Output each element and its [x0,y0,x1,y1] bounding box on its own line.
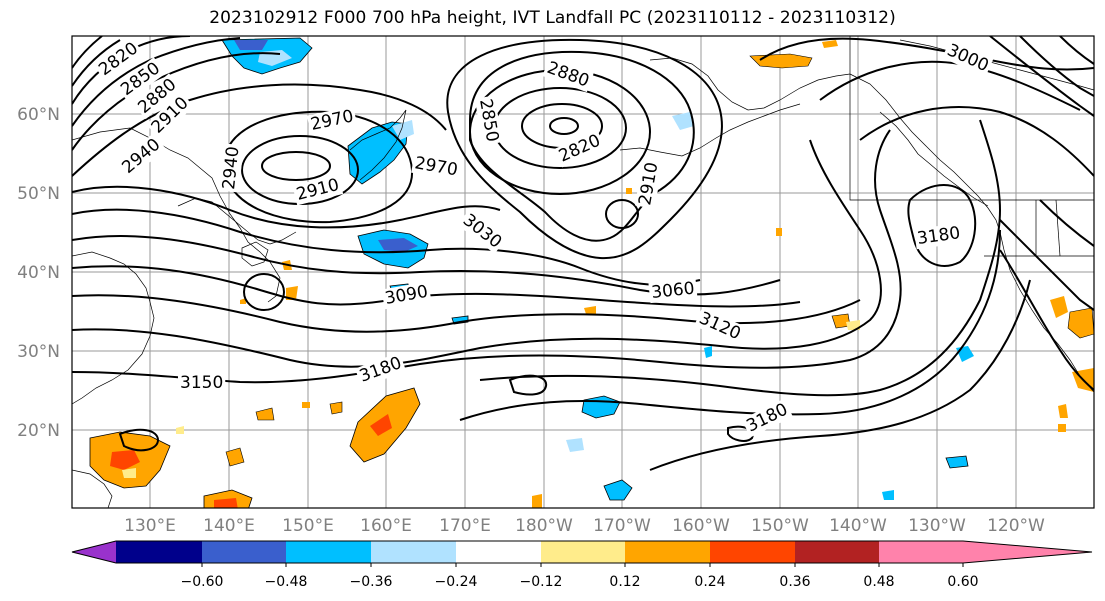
colorbar-extend-low [72,541,116,563]
colorbar-tick-label: −0.24 [435,574,478,590]
lon-label: 130°E [124,516,176,536]
lon-label: 160°E [360,516,412,536]
colorbar-tick-label: −0.48 [265,574,308,590]
ivt-negative-anomalies [221,37,974,501]
colorbar-tick-label: −0.60 [181,574,224,590]
colorbar-segment [879,541,963,563]
colorbar-tick-label: 0.36 [779,574,810,590]
map-border [71,35,1095,509]
colorbar-segment [456,541,541,563]
lat-label: 40°N [17,263,60,283]
lon-label: 170°W [593,516,651,536]
lon-label: 140°W [829,516,887,536]
colorbar-segment [541,541,625,563]
contour-label: 3060 [650,279,695,303]
lat-label: 50°N [17,184,60,204]
contour-label: 3150 [180,373,223,393]
lon-label: 150°E [282,516,334,536]
colorbar-tick-label: 0.12 [609,574,640,590]
height-contour-labels: 2820 2850 2880 2910 2940 2970 2940 2910 … [93,37,994,438]
colorbar-segment [116,541,202,563]
height-contours [72,36,1094,471]
colorbar-segment [371,541,456,563]
colorbar-extend-high [963,541,1092,563]
colorbar-tick-label: 0.48 [863,574,894,590]
lon-label: 130°W [908,516,966,536]
longitude-labels: 130°E 140°E 150°E 160°E 170°E 180°W 170°… [124,516,1045,536]
latitude-labels: 60°N 50°N 40°N 30°N 20°N [17,105,60,441]
colorbar-tick-label: 0.60 [947,574,978,590]
lon-label: 180°W [515,516,573,536]
colorbar-segment [625,541,710,563]
lat-label: 30°N [17,342,60,362]
lon-label: 160°W [672,516,730,536]
lon-label: 120°W [987,516,1045,536]
colorbar: −0.60 −0.48 −0.36 −0.24 −0.12 0.12 0.24 … [71,540,1093,590]
lon-label: 170°E [439,516,491,536]
colorbar-segment [710,541,795,563]
ivt-positive-anomalies [89,40,1094,508]
colorbar-tick-label: −0.12 [520,574,563,590]
colorbar-segment [286,541,371,563]
map-title: 2023102912 F000 700 hPa height, IVT Land… [209,8,896,28]
lon-label: 150°W [751,516,809,536]
lat-label: 60°N [17,105,60,125]
colorbar-segment [795,541,879,563]
colorbar-tick-label: 0.24 [694,574,725,590]
lat-label: 20°N [17,421,60,441]
colorbar-tick-label: −0.36 [350,574,393,590]
colorbar-segment [202,541,286,563]
lon-label: 140°E [203,516,255,536]
contour-label: 2940 [219,145,243,190]
